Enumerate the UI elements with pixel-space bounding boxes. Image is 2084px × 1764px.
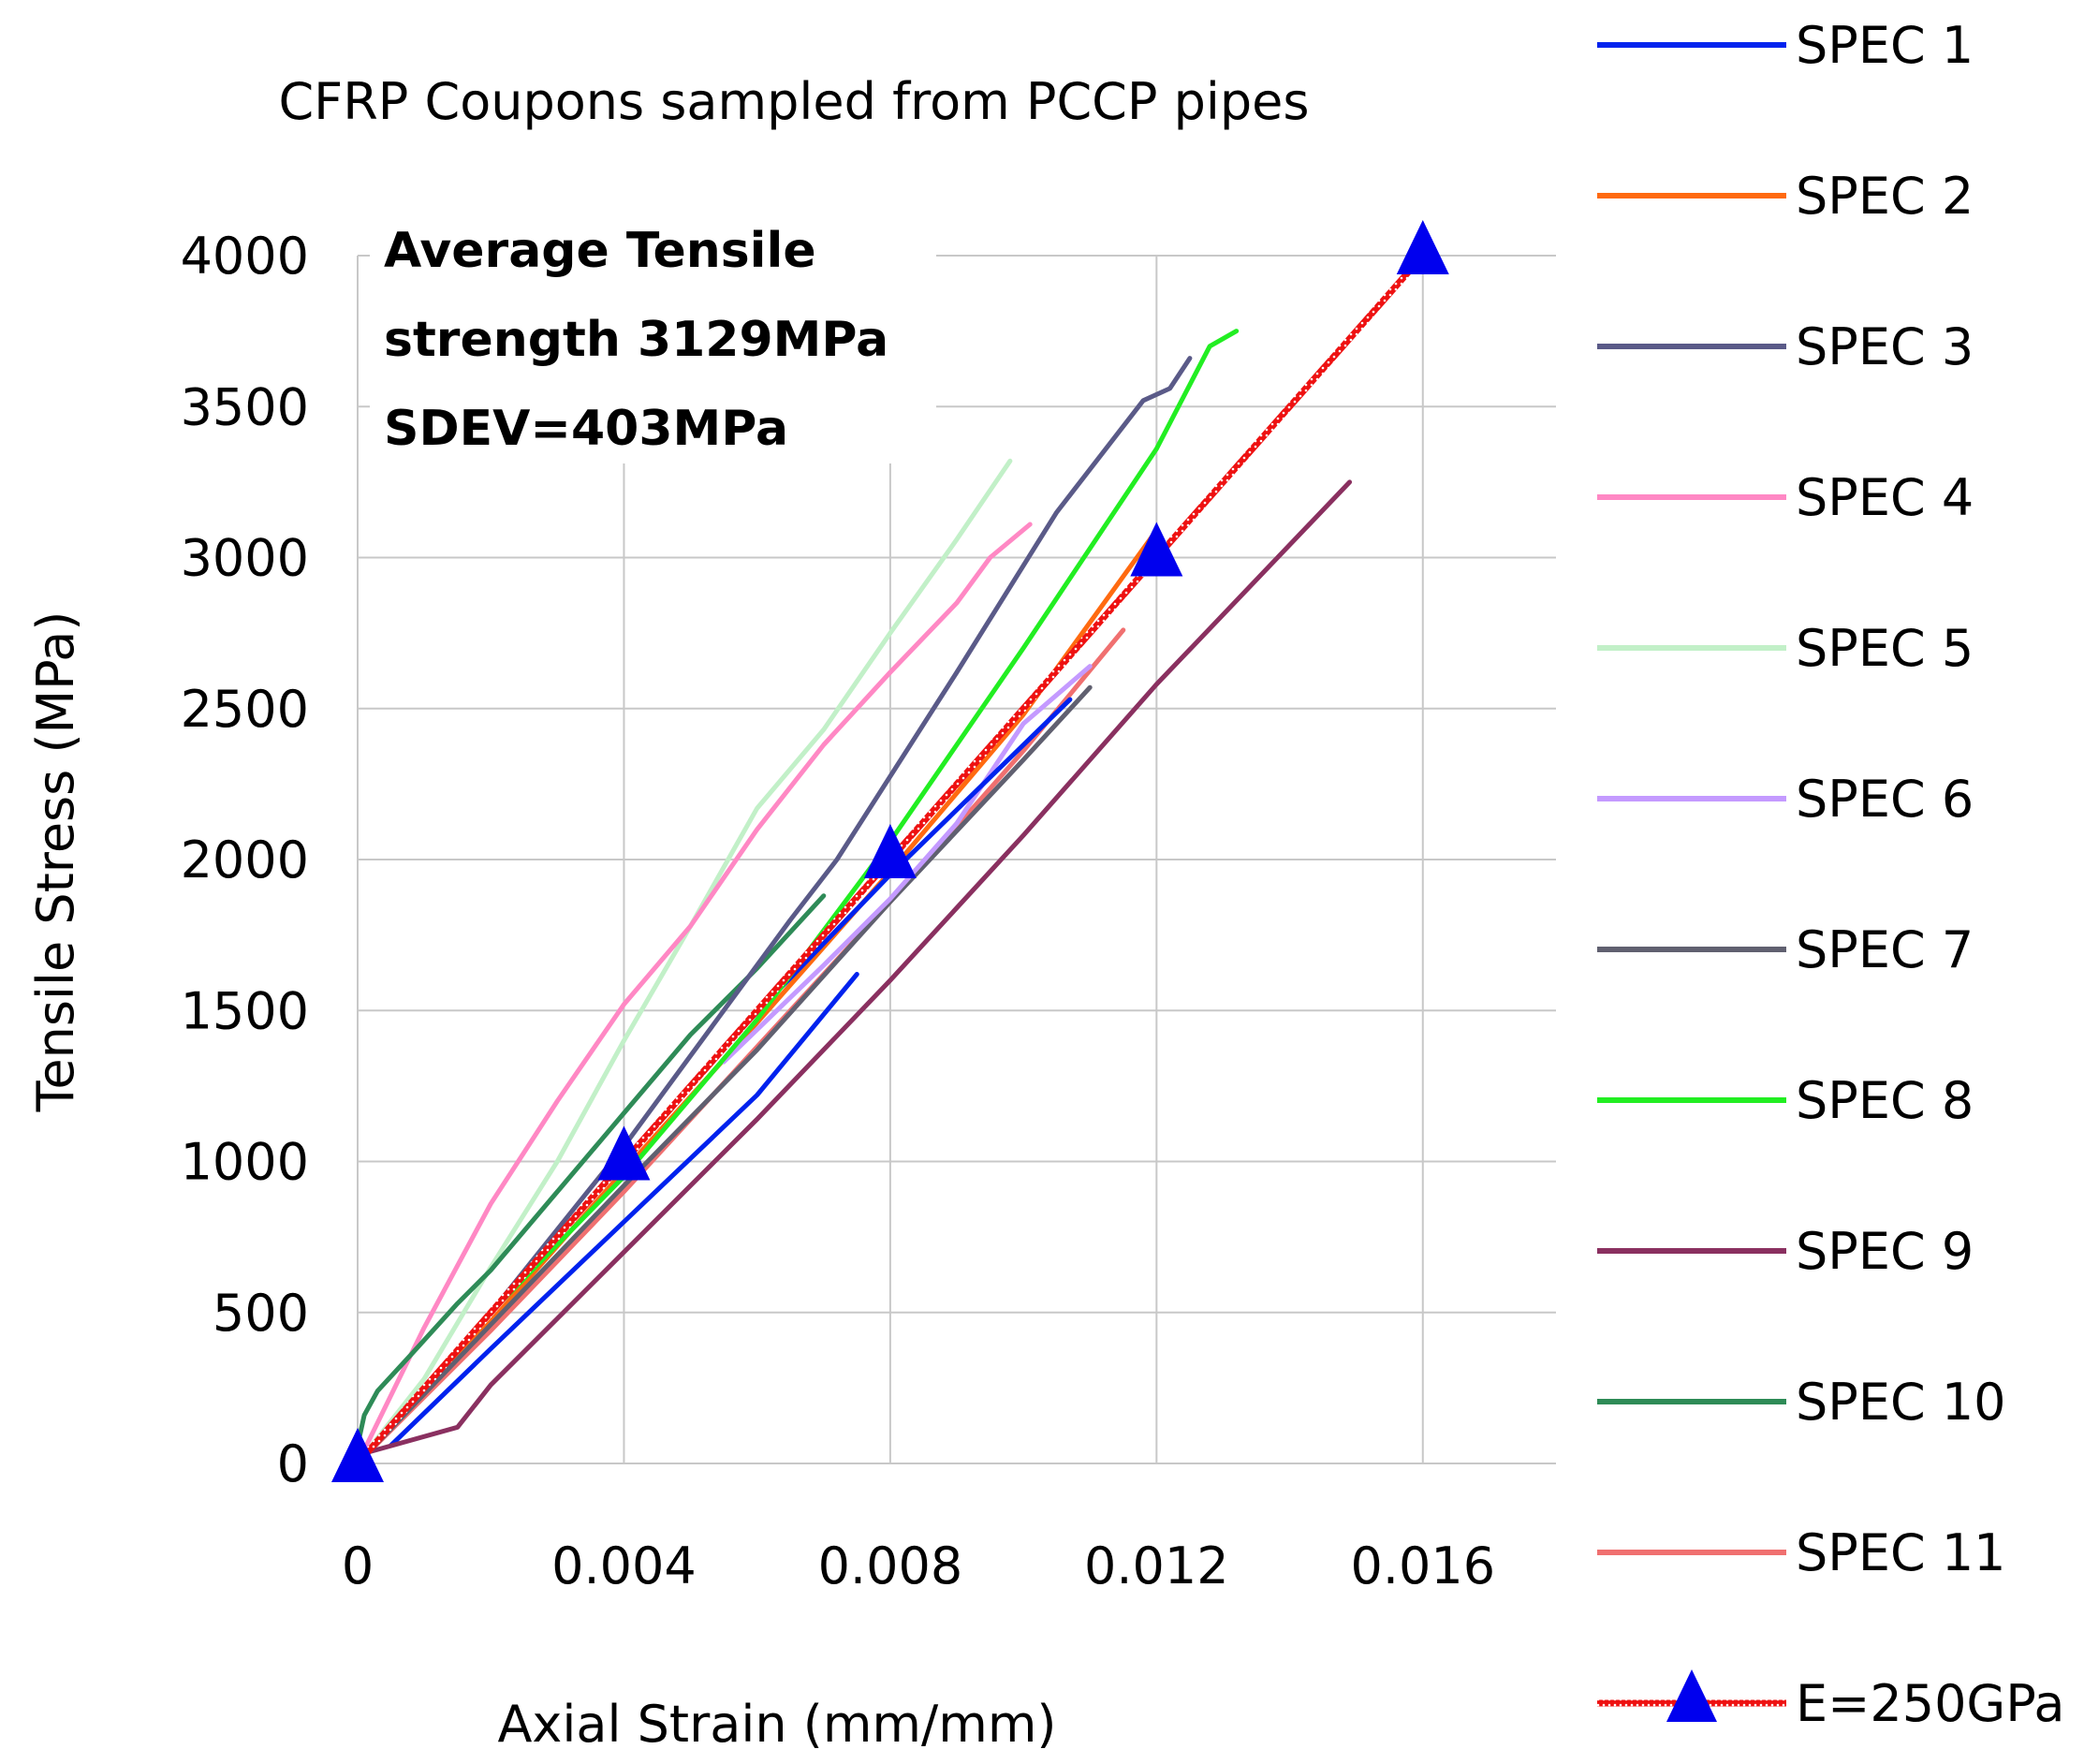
- legend-label: SPEC 2: [1796, 167, 1974, 226]
- y-tick-labels: 0 500 1000 1500 2000 2500 3000 3500 4000: [181, 227, 309, 1493]
- legend-label: SPEC 5: [1796, 619, 1974, 678]
- y-tick-label: 4000: [181, 227, 309, 286]
- legend-label: SPEC 10: [1796, 1373, 2006, 1432]
- y-tick-label: 3000: [181, 529, 309, 588]
- legend-label: SPEC 1: [1796, 16, 1974, 75]
- annotation-line-1: Average Tensile: [384, 223, 816, 279]
- series-line-spec-3: [355, 356, 1193, 1466]
- legend-triangle-icon: [1666, 1669, 1717, 1722]
- series-line-spec-1: [389, 972, 859, 1448]
- legend-label: SPEC 11: [1796, 1523, 2006, 1582]
- legend-label: SPEC 9: [1796, 1222, 1974, 1281]
- series-line-spec-4: [355, 522, 1033, 1466]
- legend: SPEC 1 SPEC 2 SPEC 3 SPEC 4 SPEC 5 SPEC 6 SPEC…: [1597, 16, 2065, 1733]
- y-tick-label: 1500: [181, 981, 309, 1040]
- legend-label: SPEC 8: [1796, 1071, 1974, 1130]
- legend-label: E=250GPa: [1796, 1674, 2065, 1733]
- plot-grid: [357, 255, 1556, 1464]
- annotation: Average Tensile strength 3129MPa SDEV=40…: [384, 223, 888, 457]
- x-tick-labels: 0 0.004 0.008 0.012 0.016: [342, 1536, 1495, 1595]
- series-line-spec-6: [721, 664, 1093, 1065]
- series-markers: [331, 220, 1449, 1482]
- series-line-spec-8: [355, 329, 1240, 1466]
- series-line-spec-7: [355, 684, 1093, 1466]
- y-axis-label: Tensile Stress (MPa): [26, 611, 85, 1113]
- y-tick-label: 3500: [181, 377, 309, 436]
- annotation-background: [370, 215, 936, 463]
- x-tick-label: 0.008: [818, 1536, 963, 1595]
- x-tick-label: 0.012: [1084, 1536, 1229, 1595]
- annotation-line-2: strength 3129MPa: [384, 312, 888, 368]
- legend-label: SPEC 3: [1796, 317, 1974, 376]
- x-tick-label: 0.004: [551, 1536, 697, 1595]
- triangle-marker: [331, 1428, 384, 1482]
- series-line-spec-10: [355, 893, 827, 1448]
- series-line-spec-9: [368, 479, 1353, 1454]
- triangle-marker: [863, 824, 917, 878]
- y-tick-label: 500: [213, 1284, 309, 1343]
- y-tick-label: 0: [277, 1434, 309, 1493]
- legend-label: SPEC 7: [1796, 920, 1974, 979]
- legend-label: SPEC 4: [1796, 468, 1974, 527]
- y-tick-label: 2000: [181, 831, 309, 889]
- y-tick-label: 1000: [181, 1133, 309, 1192]
- legend-label: SPEC 6: [1796, 770, 1974, 829]
- triangle-marker: [597, 1125, 651, 1181]
- triangle-marker: [1396, 220, 1449, 274]
- chart-title: CFRP Coupons sampled from PCCP pipes: [278, 72, 1309, 131]
- x-tick-label: 0: [342, 1536, 374, 1595]
- triangle-marker: [1130, 522, 1183, 577]
- x-axis-label: Axial Strain (mm/mm): [497, 1695, 1056, 1754]
- x-tick-label: 0.016: [1350, 1536, 1495, 1595]
- y-tick-label: 2500: [181, 680, 309, 739]
- annotation-line-3: SDEV=403MPa: [384, 401, 788, 457]
